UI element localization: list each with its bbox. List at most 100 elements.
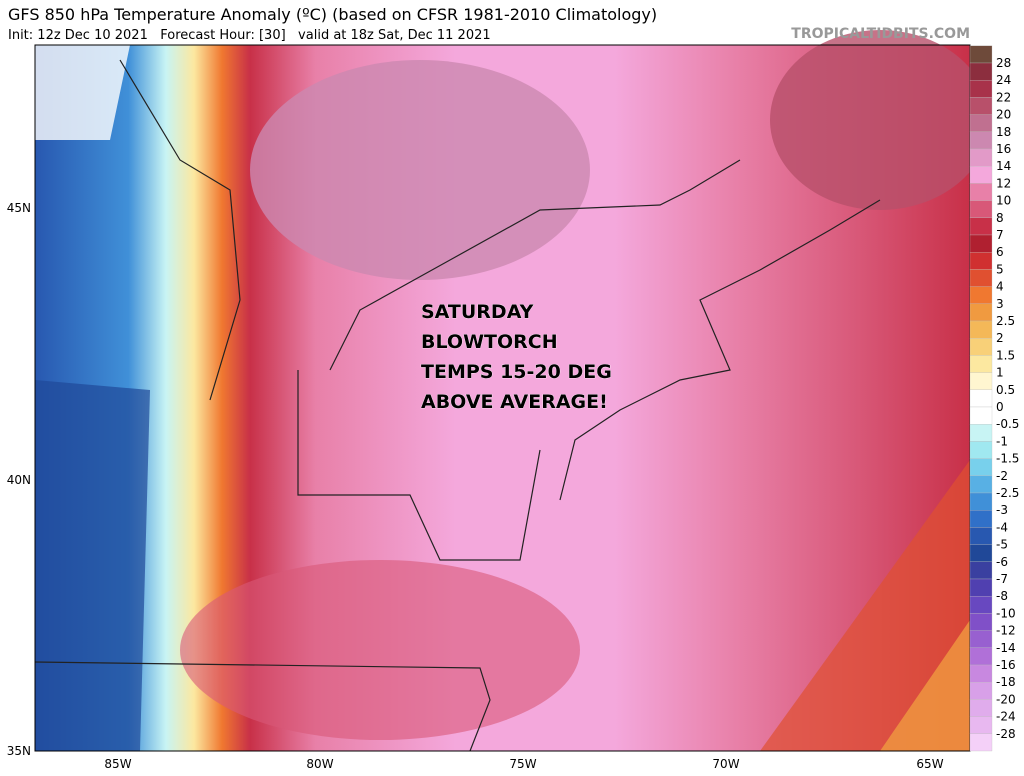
colorbar-label: 4 — [996, 280, 1004, 294]
map — [34, 30, 990, 752]
colorbar-label: 7 — [996, 228, 1004, 242]
colorbar-label: -5 — [996, 538, 1008, 552]
lon-label: 65W — [916, 757, 943, 771]
colorbar-label: 8 — [996, 211, 1004, 225]
colorbar-label: -2.5 — [996, 486, 1019, 500]
colorbar-label: 3 — [996, 297, 1004, 311]
colorbar-cell — [969, 217, 993, 236]
colorbar-label: -24 — [996, 710, 1016, 724]
colorbar-cell — [969, 424, 993, 442]
colorbar-label: 22 — [996, 90, 1011, 104]
colorbar-cell — [969, 510, 993, 528]
colorbar-cell — [969, 664, 993, 683]
colorbar-cell — [969, 458, 993, 476]
annotation-line: BLOWTORCH — [421, 331, 558, 353]
colorbar-cell — [969, 578, 993, 597]
annotation-line: SATURDAY — [421, 301, 534, 323]
lon-label: 70W — [712, 757, 739, 771]
colorbar-label: -20 — [996, 692, 1016, 706]
colorbar-cell — [969, 97, 993, 115]
lon-label: 80W — [306, 757, 333, 771]
colorbar-label: 2.5 — [996, 314, 1015, 328]
colorbar-cell — [969, 166, 993, 184]
lat-label: 45N — [7, 201, 31, 215]
colorbar-label: -18 — [996, 675, 1016, 689]
colorbar-label: 12 — [996, 176, 1011, 190]
colorbar-cell — [969, 613, 993, 631]
lat-label: 40N — [7, 473, 31, 487]
colorbar-label: 6 — [996, 245, 1004, 259]
colorbar-label: 20 — [996, 108, 1011, 122]
colorbar-cell — [969, 475, 993, 494]
colorbar-cell — [969, 252, 993, 270]
lat-label: 35N — [7, 744, 31, 758]
colorbar-label: -1 — [996, 434, 1008, 448]
colorbar-label: -4 — [996, 520, 1008, 534]
colorbar-cell — [969, 389, 993, 408]
colorbar-cell — [969, 286, 993, 304]
colorbar-cell — [969, 320, 993, 339]
colorbar-cell — [969, 355, 993, 373]
colorbar-label: 0 — [996, 400, 1004, 414]
colorbar-cell — [969, 596, 993, 614]
colorbar-label: 0.5 — [996, 383, 1015, 397]
colorbar-label: 1.5 — [996, 348, 1015, 362]
colorbar-cell — [969, 647, 993, 666]
colorbar-cell — [969, 338, 993, 356]
colorbar-cell — [969, 62, 993, 81]
annotation: SATURDAY BLOWTORCH TEMPS 15-20 DEG ABOVE AV… — [421, 301, 612, 414]
colorbar-label: -8 — [996, 589, 1008, 603]
subtitle: Init: 12z Dec 10 2021 Forecast Hour: [30… — [8, 28, 491, 43]
title: GFS 850 hPa Temperature Anomaly (ºC) (ba… — [8, 5, 657, 24]
colorbar-cell — [969, 45, 993, 64]
annotation-line: ABOVE AVERAGE! — [421, 391, 608, 413]
annotation-line: TEMPS 15-20 DEG — [421, 361, 612, 383]
colorbar-cell — [969, 303, 993, 322]
colorbar-label: 18 — [996, 125, 1011, 139]
colorbar-cell — [969, 699, 993, 717]
colorbar-label: -3 — [996, 503, 1008, 517]
colorbar-cell — [969, 269, 993, 287]
colorbar-cell — [969, 682, 993, 700]
colorbar-label: 16 — [996, 142, 1011, 156]
colorbar: 28 24 22 20 18 16 14 12 10 8 7 6 5 4 3 2.5 2 1.5 1 0.5 0 -0.5… — [969, 45, 1019, 752]
colorbar-label: 14 — [996, 159, 1011, 173]
colorbar-cell — [969, 80, 993, 98]
colorbar-label: 1 — [996, 366, 1004, 380]
colorbar-cell — [969, 544, 993, 562]
colorbar-cell — [969, 372, 993, 390]
colorbar-cell — [969, 131, 993, 150]
colorbar-label: 5 — [996, 262, 1004, 276]
colorbar-cell — [969, 114, 993, 132]
colorbar-label: -16 — [996, 658, 1016, 672]
colorbar-cell — [969, 527, 993, 545]
colorbar-label: -28 — [996, 727, 1016, 741]
colorbar-label: -1.5 — [996, 452, 1019, 466]
colorbar-label: -10 — [996, 606, 1016, 620]
lon-label: 75W — [509, 757, 536, 771]
colorbar-cell — [969, 441, 993, 459]
colorbar-label: -14 — [996, 641, 1016, 655]
colorbar-label: -2 — [996, 469, 1008, 483]
colorbar-label: 10 — [996, 194, 1011, 208]
colorbar-cell — [969, 183, 993, 201]
colorbar-label: 28 — [996, 56, 1011, 70]
colorbar-cell — [969, 406, 993, 425]
colorbar-cell — [969, 733, 993, 752]
colorbar-cell — [969, 148, 993, 167]
colorbar-label: -0.5 — [996, 417, 1019, 431]
colorbar-label: -7 — [996, 572, 1008, 586]
colorbar-cell — [969, 234, 993, 253]
colorbar-cell — [969, 492, 993, 511]
colorbar-label: 2 — [996, 331, 1004, 345]
lon-label: 85W — [104, 757, 131, 771]
colorbar-cell — [969, 200, 993, 218]
colorbar-cell — [969, 630, 993, 648]
axis-labels: 45N 40N 35N 85W 80W 75W 70W 65W — [7, 201, 944, 771]
colorbar-label: -12 — [996, 624, 1016, 638]
colorbar-label: -6 — [996, 555, 1008, 569]
colorbar-cell — [969, 561, 993, 580]
colorbar-cell — [969, 716, 993, 734]
watermark: TROPICALTIDBITS.COM — [791, 26, 970, 42]
